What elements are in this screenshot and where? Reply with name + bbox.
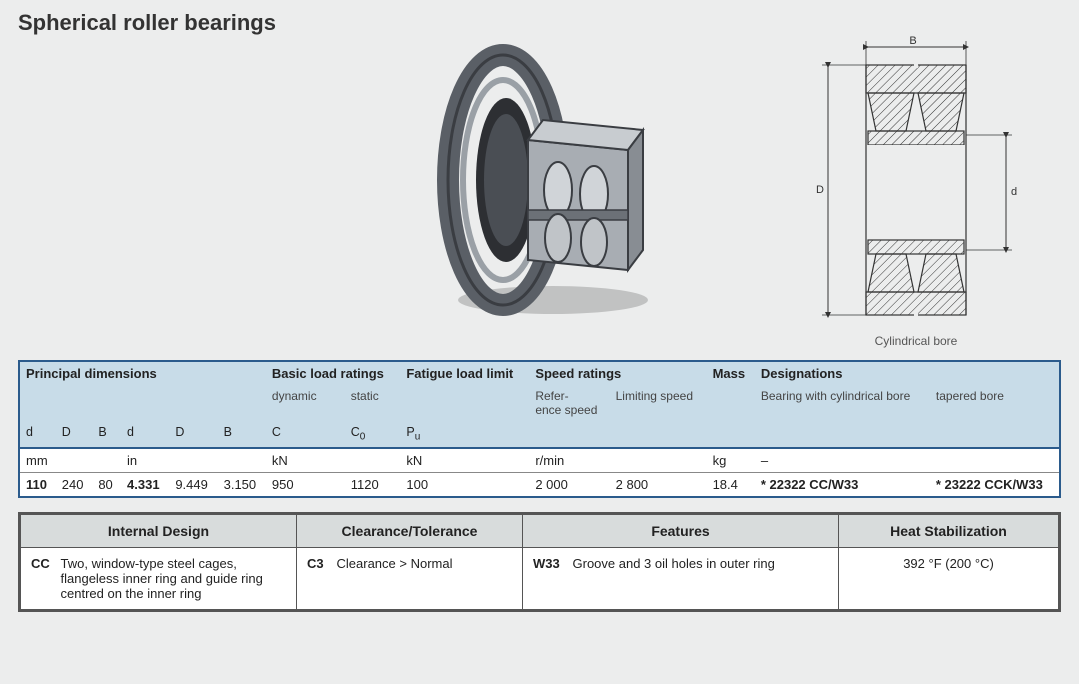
features-table-container: Internal Design Clearance/Tolerance Feat… <box>18 512 1061 612</box>
internal-design-desc: Two, window-type steel cages, flangeless… <box>57 547 297 609</box>
features-header-row: Internal Design Clearance/Tolerance Feat… <box>21 514 1059 547</box>
clearance-desc: Clearance > Normal <box>333 547 523 609</box>
tech-drawing-caption: Cylindrical bore <box>806 334 1026 348</box>
dim-d-label: d <box>1011 186 1017 198</box>
spec-header-groups: Principal dimensions Basic load ratings … <box>20 362 1059 385</box>
spec-data-row: 110 240 80 4.331 9.449 3.150 950 1120 10… <box>20 472 1059 496</box>
features-code: W33 <box>523 547 569 609</box>
spec-table-container: Principal dimensions Basic load ratings … <box>18 360 1061 498</box>
illustration-area: B D d <box>18 40 1061 360</box>
spec-table: Principal dimensions Basic load ratings … <box>20 362 1059 496</box>
spec-units-row: mm in kN kN r/min kg – <box>20 448 1059 473</box>
internal-design-code: CC <box>21 547 57 609</box>
features-table: Internal Design Clearance/Tolerance Feat… <box>20 514 1059 610</box>
dim-b-label: B <box>909 35 916 47</box>
spec-header-cols: d D B d D B C C0 Pu <box>20 421 1059 448</box>
features-data-row: CC Two, window-type steel cages, flangel… <box>21 547 1059 609</box>
spec-header-sub: dynamic static Refer- ence speed Limitin… <box>20 385 1059 421</box>
clearance-code: C3 <box>297 547 333 609</box>
bearing-3d-image <box>398 30 678 330</box>
dim-D-label: D <box>816 184 824 196</box>
heat-value: 392 °F (200 °C) <box>839 547 1059 609</box>
features-desc: Groove and 3 oil holes in outer ring <box>569 547 839 609</box>
technical-drawing: B D d <box>806 35 1026 348</box>
